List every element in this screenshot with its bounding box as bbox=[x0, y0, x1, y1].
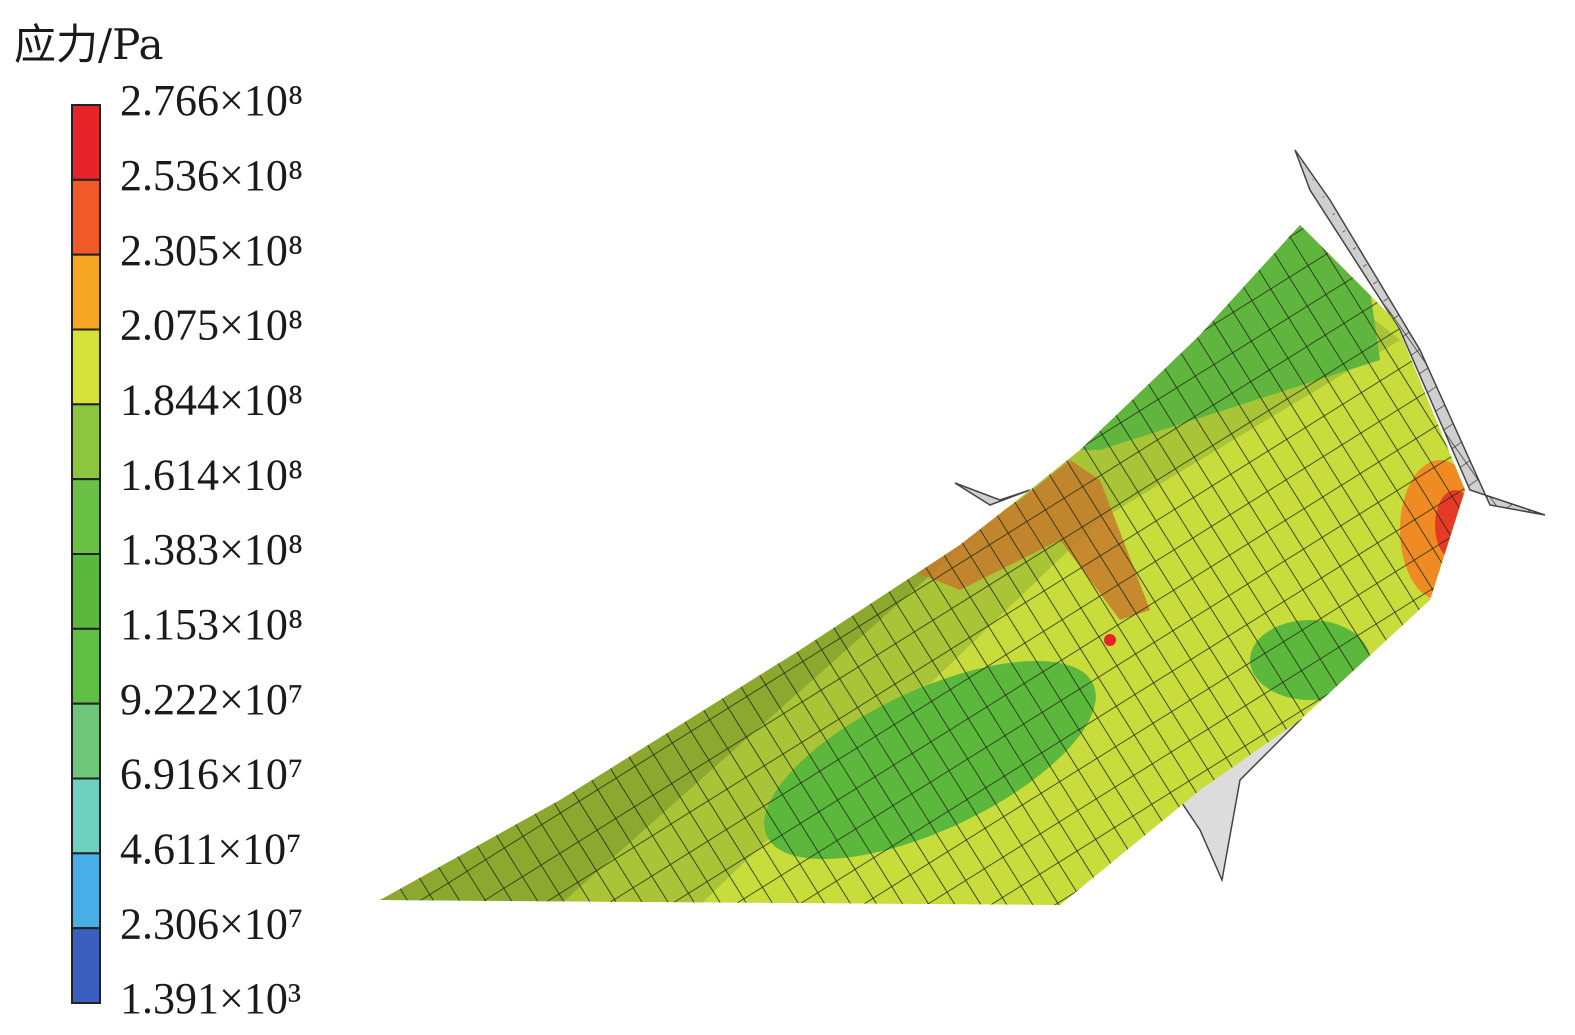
legend-label: 1.614×10⁸ bbox=[120, 450, 303, 499]
color-band bbox=[71, 553, 101, 630]
color-band bbox=[71, 104, 101, 181]
legend-label: 9.222×10⁷ bbox=[120, 675, 303, 724]
legend-label: 1.391×10³ bbox=[120, 974, 301, 1023]
color-band bbox=[71, 702, 101, 780]
legend-label: 4.611×10⁷ bbox=[120, 824, 302, 873]
color-band bbox=[71, 852, 101, 930]
legend-label: 2.305×10⁸ bbox=[120, 226, 303, 275]
color-band bbox=[71, 478, 101, 555]
legend-label: 2.306×10⁷ bbox=[120, 899, 303, 948]
color-band bbox=[71, 627, 101, 705]
legend-label: 1.153×10⁸ bbox=[120, 600, 303, 649]
legend-label: 1.844×10⁸ bbox=[120, 375, 303, 424]
color-band bbox=[71, 927, 101, 1005]
color-band bbox=[71, 328, 101, 406]
color-bar: 2.766×10⁸ 2.536×10⁸ 2.305×10⁸ 2.075×10⁸ 1.84… bbox=[71, 76, 303, 1023]
color-band bbox=[71, 403, 101, 481]
color-band bbox=[71, 777, 101, 855]
legend-label: 2.536×10⁸ bbox=[120, 151, 303, 200]
legend-label: 2.075×10⁸ bbox=[120, 301, 303, 350]
legend-label: 6.916×10⁷ bbox=[120, 750, 303, 799]
model bbox=[380, 149, 1546, 905]
legend-title: 应力/Pa bbox=[14, 20, 164, 69]
color-band bbox=[71, 178, 101, 256]
color-band bbox=[71, 253, 101, 331]
legend-label: 2.766×10⁸ bbox=[120, 76, 303, 125]
legend-label: 1.383×10⁸ bbox=[120, 525, 303, 574]
